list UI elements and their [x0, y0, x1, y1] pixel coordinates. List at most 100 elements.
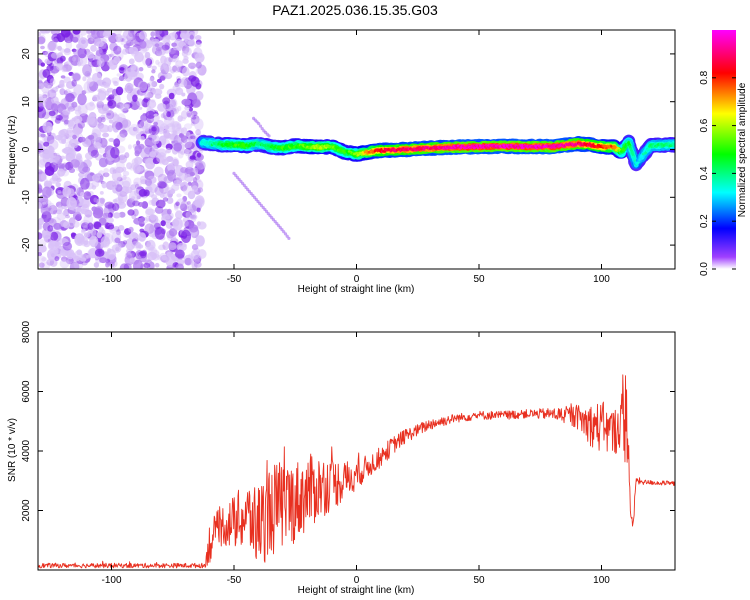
noise-blob	[38, 184, 43, 192]
noise-blob	[172, 54, 179, 63]
noise-blob	[102, 132, 109, 138]
noise-blob	[115, 122, 123, 131]
noise-blob	[82, 166, 91, 173]
noise-blob	[55, 114, 63, 121]
noise-blob	[91, 229, 97, 236]
spectral-trace-segment	[341, 149, 346, 154]
noise-blob	[65, 93, 75, 103]
noise-blob	[110, 146, 120, 159]
noise-blob	[109, 53, 114, 57]
noise-blob	[133, 217, 143, 225]
noise-blob	[158, 244, 166, 251]
noise-blob	[153, 166, 164, 178]
noise-blob	[38, 159, 46, 168]
snr-y-tick-label: 6000	[21, 380, 32, 403]
noise-blob	[104, 201, 115, 209]
noise-blob	[117, 117, 124, 122]
noise-blob	[133, 259, 143, 269]
noise-blob	[129, 257, 136, 263]
noise-blob	[111, 48, 118, 56]
spectral-trace-segment	[491, 143, 496, 147]
noise-blob	[195, 39, 202, 45]
noise-blob	[125, 67, 135, 77]
noise-blob	[180, 200, 189, 212]
noise-blob	[196, 197, 205, 205]
noise-blob	[197, 187, 204, 193]
noise-blob	[98, 157, 108, 168]
noise-blob	[133, 181, 139, 186]
noise-blob	[134, 188, 141, 197]
noise-blob	[182, 195, 188, 202]
noise-blob	[56, 212, 66, 221]
noise-blob	[79, 136, 86, 143]
noise-blob	[151, 69, 156, 74]
noise-blob	[109, 42, 118, 52]
noise-blob	[144, 51, 151, 59]
noise-blob	[112, 126, 119, 133]
spectrogram-y-tick-label: 0	[21, 146, 32, 152]
noise-blob	[42, 186, 52, 199]
noise-blob	[81, 228, 86, 233]
noise-blob	[181, 50, 188, 57]
noise-blob	[38, 169, 43, 175]
noise-blob	[138, 202, 144, 207]
noise-blob	[80, 257, 87, 262]
noise-blob	[184, 123, 193, 130]
noise-blob	[194, 90, 204, 101]
noise-blob	[62, 109, 71, 116]
noise-blob	[71, 101, 78, 108]
noise-blob	[96, 231, 103, 239]
noise-blob	[59, 88, 66, 96]
noise-blob	[127, 144, 132, 150]
noise-blob	[72, 30, 81, 35]
spectral-branch-point	[283, 232, 288, 236]
noise-blob	[159, 193, 165, 199]
noise-blob	[137, 80, 148, 92]
noise-blob	[86, 30, 92, 34]
noise-blob	[157, 180, 167, 189]
noise-blob	[113, 45, 122, 55]
noise-blob	[191, 261, 198, 269]
noise-blob	[136, 140, 141, 146]
noise-blob	[122, 108, 129, 113]
noise-blob	[173, 46, 179, 51]
noise-blob	[65, 130, 75, 138]
spectral-branch-point	[287, 236, 291, 240]
noise-blob	[175, 210, 183, 220]
noise-blob	[72, 211, 82, 220]
noise-blob	[118, 75, 125, 82]
noise-blob	[121, 129, 126, 134]
spectral-branch-point	[267, 134, 271, 138]
snr-x-tick-label: 0	[354, 575, 360, 586]
noise-blob	[134, 51, 144, 63]
noise-blob	[73, 115, 83, 124]
noise-blob	[108, 59, 118, 70]
noise-blob	[165, 103, 173, 112]
colorbar-tick-label: 0.4	[699, 166, 710, 180]
noise-blob	[163, 125, 170, 130]
noise-blob	[50, 231, 59, 241]
noise-blob	[60, 83, 65, 88]
noise-blob	[176, 123, 182, 130]
noise-blob	[129, 83, 134, 88]
noise-blob	[48, 139, 59, 151]
noise-blob	[168, 92, 175, 100]
noise-blob	[157, 148, 167, 158]
noise-blob	[77, 47, 87, 59]
noise-blob	[67, 188, 75, 198]
noise-blob	[154, 206, 164, 214]
noise-blob	[103, 251, 110, 259]
noise-blob	[51, 33, 61, 43]
noise-blob	[49, 62, 54, 69]
noise-blob	[96, 57, 105, 68]
noise-blob	[168, 228, 178, 237]
noise-blob	[157, 103, 167, 112]
noise-blob	[151, 146, 159, 154]
noise-blob	[50, 70, 56, 77]
noise-blob	[113, 226, 120, 230]
noise-blob	[177, 244, 184, 252]
noise-blob	[141, 55, 151, 66]
noise-blob	[61, 138, 67, 144]
noise-blob	[111, 181, 116, 186]
